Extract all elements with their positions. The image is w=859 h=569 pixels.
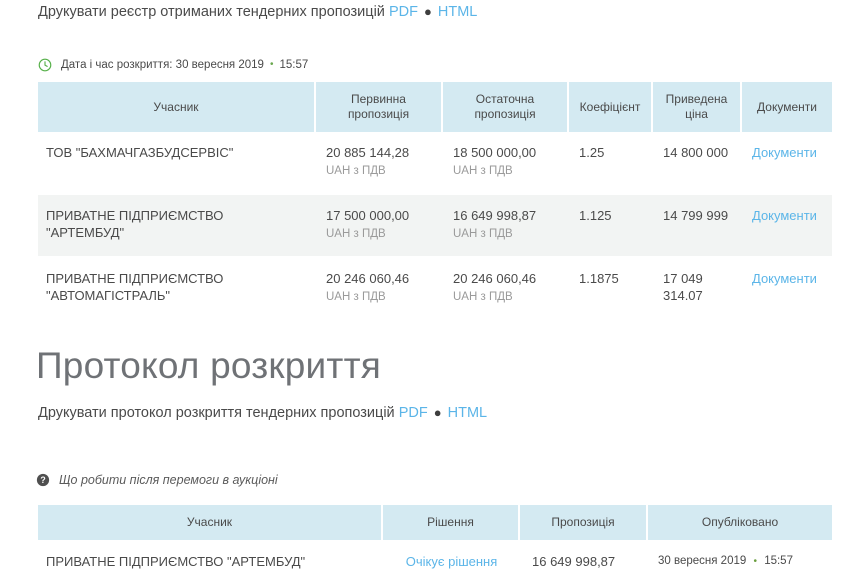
offers-header-documents: Документи bbox=[742, 82, 832, 132]
protocol-table-head: Учасник Рішення Пропозиція Опубліковано bbox=[38, 505, 832, 540]
documents-link[interactable]: Документи bbox=[752, 208, 817, 223]
register-html-link[interactable]: HTML bbox=[437, 4, 478, 20]
protocol-published-bullet: • bbox=[753, 556, 757, 567]
offers-initial-value: 20 885 144,28 bbox=[326, 145, 410, 160]
protocol-cell-offer: 16 649 998,87 bbox=[520, 540, 648, 569]
offers-participant-line2: "АРТЕМБУД" bbox=[46, 225, 125, 240]
offers-final-currency: UAH з ПДВ bbox=[453, 291, 513, 303]
protocol-table-body: ПРИВАТНЕ ПІДПРИЄМСТВО "АРТЕМБУД" Очікує … bbox=[38, 540, 832, 569]
protocol-pdf-link[interactable]: PDF bbox=[398, 405, 428, 421]
print-protocol-line: Друкувати протокол розкриття тендерних п… bbox=[38, 403, 487, 423]
offers-initial-value: 17 500 000,00 bbox=[326, 208, 410, 223]
documents-link[interactable]: Документи bbox=[752, 271, 817, 286]
clock-icon bbox=[38, 58, 52, 72]
protocol-cell-decision: Очікує рішення bbox=[383, 540, 520, 569]
protocol-html-link[interactable]: HTML bbox=[447, 405, 488, 421]
offers-header-reduced-price: Приведена ціна bbox=[653, 82, 742, 132]
disclosure-datetime-label: Дата і час розкриття: 30 вересня 2019 bbox=[61, 59, 264, 71]
offers-cell-reduced-price: 14 799 999 bbox=[653, 195, 742, 258]
protocol-table-header-row: Учасник Рішення Пропозиція Опубліковано bbox=[38, 505, 832, 540]
register-pdf-link[interactable]: PDF bbox=[388, 4, 418, 20]
disclosure-datetime-row: Дата і час розкриття: 30 вересня 2019 • … bbox=[38, 58, 308, 72]
offers-cell-initial: 20 885 144,28 UAH з ПДВ bbox=[316, 132, 443, 195]
documents-link[interactable]: Документи bbox=[752, 145, 817, 160]
disclosure-datetime-bullet: • bbox=[269, 59, 274, 70]
register-link-separator: ● bbox=[423, 4, 432, 20]
svg-text:?: ? bbox=[40, 475, 45, 485]
offers-cell-documents: Документи bbox=[742, 195, 832, 258]
offers-table-header-row: Учасник Первинна пропозиція Остаточна пр… bbox=[38, 82, 832, 132]
offers-price-line2: 314.07 bbox=[663, 288, 703, 303]
offers-cell-initial: 20 246 060,46 UAH з ПДВ bbox=[316, 258, 443, 321]
offers-final-value: 20 246 060,46 bbox=[453, 271, 537, 286]
protocol-table: Учасник Рішення Пропозиція Опубліковано … bbox=[38, 505, 832, 569]
offers-price-line1: 17 049 bbox=[663, 271, 703, 286]
offers-table-head: Учасник Первинна пропозиція Остаточна пр… bbox=[38, 82, 832, 132]
offers-initial-currency: UAH з ПДВ bbox=[326, 165, 386, 177]
question-mark-icon: ? bbox=[36, 473, 50, 487]
offers-table: Учасник Первинна пропозиція Остаточна пр… bbox=[38, 82, 832, 321]
offers-final-currency: UAH з ПДВ bbox=[453, 228, 513, 240]
protocol-cell-participant: ПРИВАТНЕ ПІДПРИЄМСТВО "АРТЕМБУД" bbox=[38, 540, 383, 569]
offers-participant-line2: "АВТОМАГІСТРАЛЬ" bbox=[46, 288, 171, 303]
protocol-header-participant: Учасник bbox=[38, 505, 383, 540]
offers-header-final-line1: Остаточна bbox=[475, 92, 535, 106]
protocol-published-time: 15:57 bbox=[764, 555, 793, 567]
offers-header-price-line1: Приведена bbox=[665, 92, 728, 106]
offers-cell-coefficient: 1.25 bbox=[569, 132, 653, 195]
offers-header-initial-line1: Первинна bbox=[351, 92, 406, 106]
page-title: Протокол розкриття bbox=[36, 345, 381, 386]
print-register-label: Друкувати реєстр отриманих тендерних про… bbox=[38, 4, 385, 20]
protocol-published-date: 30 вересня 2019 bbox=[658, 555, 747, 567]
offers-cell-participant: ТОВ "БАХМАЧГАЗБУДСЕРВІС" bbox=[38, 132, 316, 195]
offers-cell-participant: ПРИВАТНЕ ПІДПРИЄМСТВО "АРТЕМБУД" bbox=[38, 195, 316, 258]
offers-participant-line1: ПРИВАТНЕ ПІДПРИЄМСТВО bbox=[46, 208, 224, 223]
offers-header-price-line2: ціна bbox=[685, 107, 708, 121]
offers-cell-coefficient: 1.125 bbox=[569, 195, 653, 258]
offers-header-final-line2: пропозиція bbox=[474, 107, 536, 121]
offers-header-initial-line2: пропозиція bbox=[347, 107, 410, 121]
decision-status-link[interactable]: Очікує рішення bbox=[405, 554, 498, 569]
offers-header-coefficient: Коефіцієнт bbox=[569, 82, 653, 132]
offers-initial-value: 20 246 060,46 bbox=[326, 271, 410, 286]
offers-initial-currency: UAH з ПДВ bbox=[326, 228, 386, 240]
protocol-header-offer: Пропозиція bbox=[520, 505, 648, 540]
protocol-cell-published: 30 вересня 2019 • 15:57 bbox=[648, 540, 832, 569]
offers-cell-final: 20 246 060,46 UAH з ПДВ bbox=[443, 258, 569, 321]
offers-cell-final: 16 649 998,87 UAH з ПДВ bbox=[443, 195, 569, 258]
print-protocol-label: Друкувати протокол розкриття тендерних п… bbox=[38, 405, 395, 421]
protocol-link-separator: ● bbox=[433, 405, 442, 421]
table-row: ПРИВАТНЕ ПІДПРИЄМСТВО "АРТЕМБУД" Очікує … bbox=[38, 540, 832, 569]
offers-final-value: 18 500 000,00 bbox=[453, 145, 537, 160]
offers-final-currency: UAH з ПДВ bbox=[453, 165, 513, 177]
offers-initial-currency: UAH з ПДВ bbox=[326, 291, 386, 303]
disclosure-time: 15:57 bbox=[279, 59, 309, 71]
protocol-header-published: Опубліковано bbox=[648, 505, 832, 540]
offers-cell-reduced-price: 17 049 314.07 bbox=[653, 258, 742, 321]
table-row: ПРИВАТНЕ ПІДПРИЄМСТВО "АРТЕМБУД" 17 500 … bbox=[38, 195, 832, 258]
offers-participant-line1: ПРИВАТНЕ ПІДПРИЄМСТВО bbox=[46, 271, 224, 286]
table-row: ПРИВАТНЕ ПІДПРИЄМСТВО "АВТОМАГІСТРАЛЬ" 2… bbox=[38, 258, 832, 321]
offers-cell-documents: Документи bbox=[742, 132, 832, 195]
offers-table-body: ТОВ "БАХМАЧГАЗБУДСЕРВІС" 20 885 144,28 U… bbox=[38, 132, 832, 321]
offers-header-participant: Учасник bbox=[38, 82, 316, 132]
offers-header-final-offer: Остаточна пропозиція bbox=[443, 82, 569, 132]
offers-cell-reduced-price: 14 800 000 bbox=[653, 132, 742, 195]
offers-header-initial-offer: Первинна пропозиція bbox=[316, 82, 443, 132]
offers-cell-final: 18 500 000,00 UAH з ПДВ bbox=[443, 132, 569, 195]
table-row: ТОВ "БАХМАЧГАЗБУДСЕРВІС" 20 885 144,28 U… bbox=[38, 132, 832, 195]
protocol-header-decision: Рішення bbox=[383, 505, 520, 540]
offers-final-value: 16 649 998,87 bbox=[453, 208, 537, 223]
print-register-line: Друкувати реєстр отриманих тендерних про… bbox=[38, 2, 477, 22]
offers-cell-coefficient: 1.1875 bbox=[569, 258, 653, 321]
help-note-text[interactable]: Що робити після перемоги в аукціоні bbox=[59, 473, 278, 487]
offers-cell-participant: ПРИВАТНЕ ПІДПРИЄМСТВО "АВТОМАГІСТРАЛЬ" bbox=[38, 258, 316, 321]
offers-cell-initial: 17 500 000,00 UAH з ПДВ bbox=[316, 195, 443, 258]
offers-cell-documents: Документи bbox=[742, 258, 832, 321]
help-note-row[interactable]: ? Що робити після перемоги в аукціоні bbox=[36, 473, 278, 487]
